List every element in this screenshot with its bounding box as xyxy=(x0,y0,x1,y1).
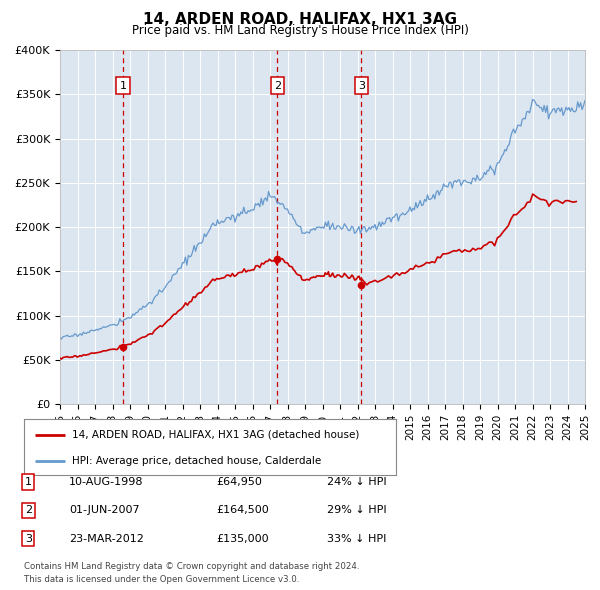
Text: £64,950: £64,950 xyxy=(216,477,262,487)
Text: Contains HM Land Registry data © Crown copyright and database right 2024.: Contains HM Land Registry data © Crown c… xyxy=(24,562,359,571)
Text: This data is licensed under the Open Government Licence v3.0.: This data is licensed under the Open Gov… xyxy=(24,575,299,584)
Text: HPI: Average price, detached house, Calderdale: HPI: Average price, detached house, Cald… xyxy=(73,456,322,466)
Text: £135,000: £135,000 xyxy=(216,534,269,543)
Text: 1: 1 xyxy=(119,81,127,90)
Text: 01-JUN-2007: 01-JUN-2007 xyxy=(69,506,140,515)
Text: 29% ↓ HPI: 29% ↓ HPI xyxy=(327,506,386,515)
Text: £164,500: £164,500 xyxy=(216,506,269,515)
Text: 1: 1 xyxy=(25,477,32,487)
Text: 24% ↓ HPI: 24% ↓ HPI xyxy=(327,477,386,487)
Text: 10-AUG-1998: 10-AUG-1998 xyxy=(69,477,143,487)
Text: 33% ↓ HPI: 33% ↓ HPI xyxy=(327,534,386,543)
Text: 3: 3 xyxy=(25,534,32,543)
Text: 14, ARDEN ROAD, HALIFAX, HX1 3AG (detached house): 14, ARDEN ROAD, HALIFAX, HX1 3AG (detach… xyxy=(73,430,360,440)
Text: 2: 2 xyxy=(274,81,281,90)
Text: Price paid vs. HM Land Registry's House Price Index (HPI): Price paid vs. HM Land Registry's House … xyxy=(131,24,469,37)
Text: 14, ARDEN ROAD, HALIFAX, HX1 3AG: 14, ARDEN ROAD, HALIFAX, HX1 3AG xyxy=(143,12,457,27)
Text: 3: 3 xyxy=(358,81,365,90)
Text: 2: 2 xyxy=(25,506,32,515)
Text: 23-MAR-2012: 23-MAR-2012 xyxy=(69,534,144,543)
